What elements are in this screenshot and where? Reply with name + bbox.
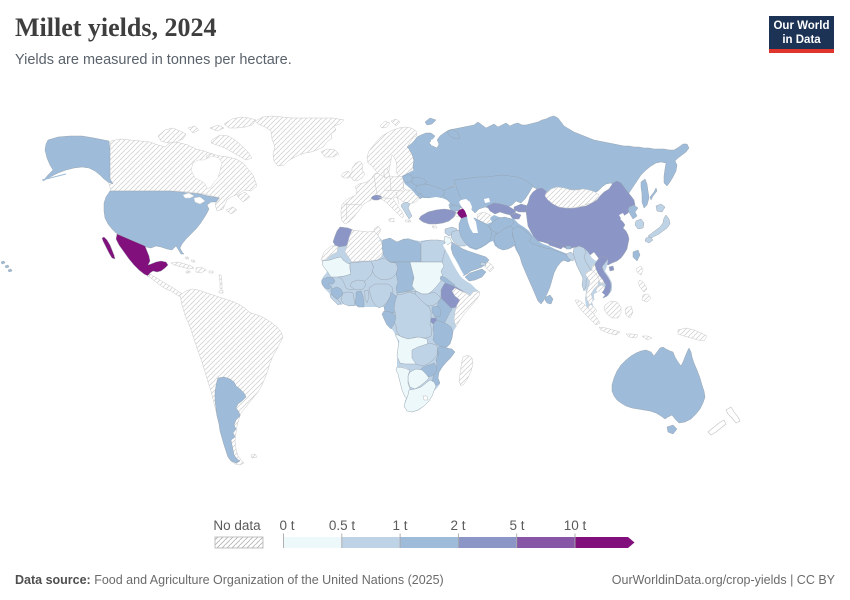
svg-text:10 t: 10 t: [564, 518, 587, 533]
svg-text:0.5 t: 0.5 t: [329, 518, 356, 533]
svg-text:5 t: 5 t: [509, 518, 524, 533]
svg-text:1 t: 1 t: [392, 518, 407, 533]
svg-text:No data: No data: [213, 518, 261, 533]
svg-text:2 t: 2 t: [450, 518, 465, 533]
svg-text:0 t: 0 t: [279, 518, 294, 533]
